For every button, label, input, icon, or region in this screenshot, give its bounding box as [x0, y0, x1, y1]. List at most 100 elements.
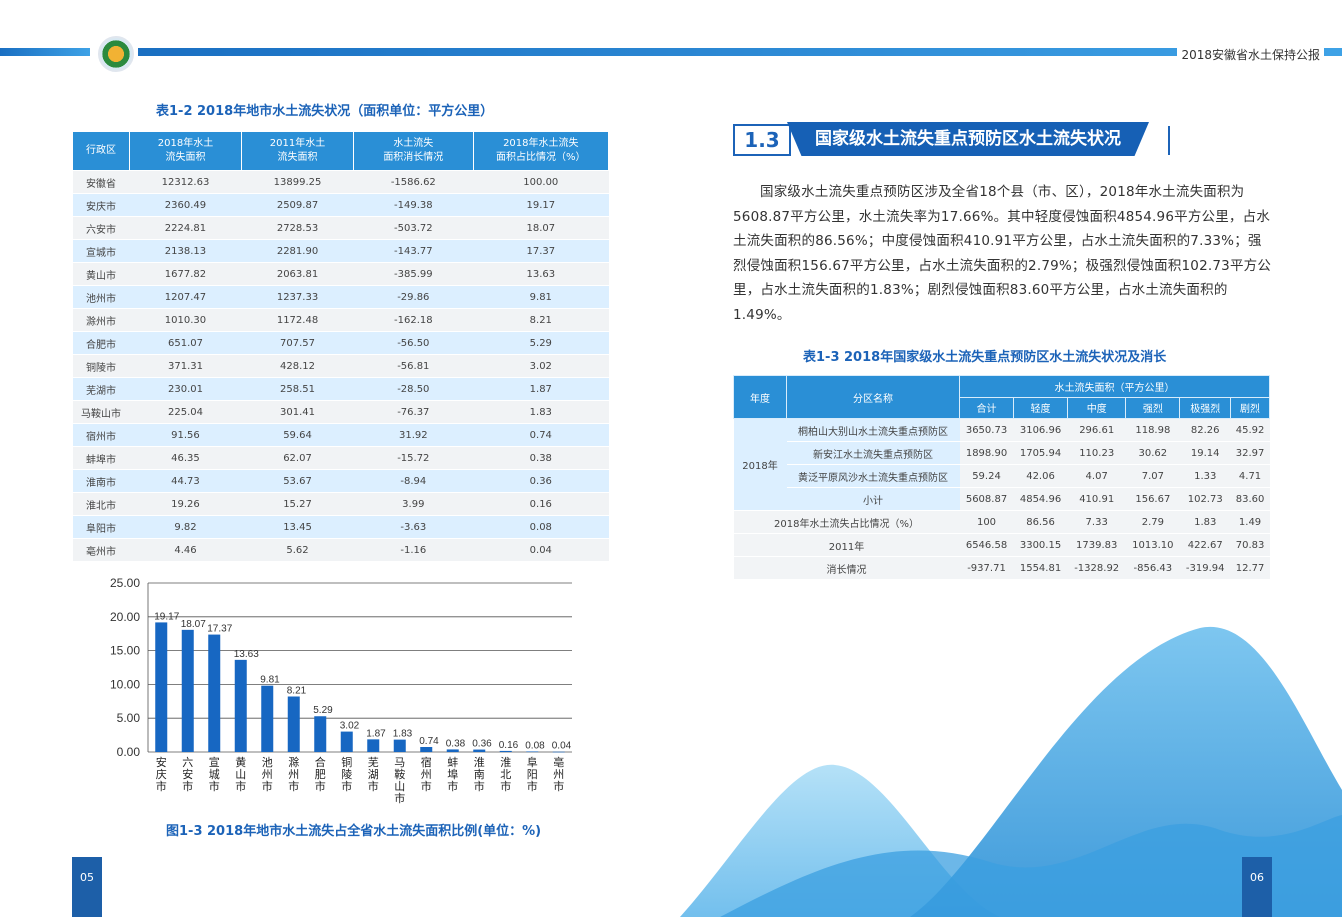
table-row: 亳州市 4.46 5.62 -1.16 0.04	[72, 538, 609, 562]
table-cell: 2224.81	[129, 216, 242, 240]
table-cell: 亳州市	[72, 538, 130, 562]
table-cell: 3106.96	[1013, 418, 1068, 442]
bar	[234, 659, 247, 752]
table-1-2: 行政区 2018年水土 流失面积 2011年水土 流失面积 水土流失 面积消长情况 20…	[72, 131, 610, 562]
table-cell: 1237.33	[241, 285, 354, 309]
table-cell: 17.37	[473, 239, 609, 263]
table-1-3-subheader: 轻度	[1013, 396, 1069, 419]
table-cell: -1586.62	[353, 170, 474, 194]
table-cell: 1.83	[473, 400, 609, 424]
table-cell: 3.99	[353, 492, 474, 516]
table-cell: 13899.25	[241, 170, 354, 194]
table-cell: 13.45	[241, 515, 354, 539]
bar	[261, 685, 274, 752]
table-cell: 6546.58	[959, 533, 1014, 557]
table-cell: 12.77	[1230, 556, 1270, 580]
table-cell: 296.61	[1067, 418, 1126, 442]
data-label: 13.63	[234, 649, 259, 660]
table-1-2-header: 2018年水土 流失面积	[128, 131, 243, 171]
table-cell: 59.24	[959, 464, 1014, 488]
table-cell: 100	[959, 510, 1014, 534]
table-cell: 芜湖市	[72, 377, 130, 401]
x-tick-label: 六安市	[182, 756, 193, 793]
table-cell: -15.72	[353, 446, 474, 470]
table-cell: -385.99	[353, 262, 474, 286]
table-cell: 31.92	[353, 423, 474, 447]
x-tick-label: 滁州市	[288, 755, 299, 793]
table-cell: 3.02	[473, 354, 609, 378]
table-cell: -1328.92	[1067, 556, 1126, 580]
table-cell: -143.77	[353, 239, 474, 263]
table-row: 小计 5608.87 4854.96 410.91 156.67 102.73 83.60	[734, 487, 1270, 511]
table-cell: 428.12	[241, 354, 354, 378]
bar	[287, 696, 300, 752]
bar	[526, 751, 539, 753]
table-cell: 230.01	[129, 377, 242, 401]
table-cell: 0.08	[473, 515, 609, 539]
x-tick-label: 蚌埠市	[447, 756, 458, 793]
table-cell: 0.74	[473, 423, 609, 447]
table-row: 宿州市 91.56 59.64 31.92 0.74	[72, 423, 609, 447]
x-tick-label: 阜阳市	[527, 756, 538, 793]
table-cell: 1898.90	[959, 441, 1014, 465]
data-label: 19.17	[154, 611, 179, 622]
table-row: 芜湖市 230.01 258.51 -28.50 1.87	[72, 377, 609, 401]
table-cell: 滁州市	[72, 308, 130, 332]
table-1-2-header: 行政区	[72, 131, 130, 171]
table-row: 黄山市 1677.82 2063.81 -385.99 13.63	[72, 262, 609, 286]
table-1-2-caption: 表1-2 2018年地市水土流失状况（面积单位：平方公里）	[156, 104, 494, 119]
x-tick-label: 芜湖市	[368, 755, 379, 793]
bar	[420, 746, 433, 752]
zone-name-cell: 新安江水土流失重点预防区	[786, 441, 960, 465]
zone-name-cell: 黄泛平原风沙水土流失重点预防区	[786, 464, 960, 488]
table-cell: 156.67	[1125, 487, 1180, 511]
table-cell: 安徽省	[72, 170, 130, 194]
table-cell: 2138.13	[129, 239, 242, 263]
table-row: 池州市 1207.47 1237.33 -29.86 9.81	[72, 285, 609, 309]
table-cell: 707.57	[241, 331, 354, 355]
table-cell: 淮南市	[72, 469, 130, 493]
table-cell: 70.83	[1230, 533, 1270, 557]
table-row: 滁州市 1010.30 1172.48 -162.18 8.21	[72, 308, 609, 332]
bar	[181, 629, 194, 752]
table-cell: 黄山市	[72, 262, 130, 286]
table-cell: 12312.63	[129, 170, 242, 194]
data-label: 0.08	[525, 740, 545, 751]
table-row: 马鞍山市 225.04 301.41 -76.37 1.83	[72, 400, 609, 424]
table-cell: 3650.73	[959, 418, 1014, 442]
header-band-left	[0, 48, 90, 56]
data-label: 3.02	[340, 721, 360, 732]
x-tick-label: 黄山市	[235, 755, 246, 793]
table-row: 2011年 6546.58 3300.15 1739.83 1013.10 422.67 7…	[733, 533, 1270, 557]
data-label: 1.83	[393, 729, 413, 740]
table-row: 阜阳市 9.82 13.45 -3.63 0.08	[72, 515, 609, 539]
table-cell: 1554.81	[1013, 556, 1068, 580]
table-cell: -28.50	[353, 377, 474, 401]
data-label: 0.38	[446, 738, 466, 749]
table-cell: 5.62	[241, 538, 354, 562]
table-cell: 1.33	[1179, 464, 1231, 488]
x-tick-label: 合肥市	[315, 755, 326, 793]
table-cell: 9.81	[473, 285, 609, 309]
table-cell: 46.35	[129, 446, 242, 470]
y-tick-label: 0.00	[117, 745, 141, 759]
table-cell: 62.07	[241, 446, 354, 470]
table-cell: 301.41	[241, 400, 354, 424]
table-row: 宣城市 2138.13 2281.90 -143.77 17.37	[72, 239, 609, 263]
table-cell: -162.18	[353, 308, 474, 332]
table-cell: 651.07	[129, 331, 242, 355]
table-cell: 1.49	[1230, 510, 1270, 534]
bar	[393, 739, 406, 752]
table-1-3: 年度 分区名称 水土流失面积（平方公里） 合计 轻度 中度 强烈 极强烈 剧烈 2018年…	[733, 375, 1270, 580]
table-cell: 118.98	[1125, 418, 1180, 442]
table-cell: -76.37	[353, 400, 474, 424]
bar	[499, 750, 512, 752]
x-tick-label: 马鞍山市	[394, 756, 405, 805]
table-cell: 淮北市	[72, 492, 130, 516]
table-cell: 102.73	[1179, 487, 1231, 511]
table-cell: 19.26	[129, 492, 242, 516]
table-cell: 2728.53	[241, 216, 354, 240]
table-cell: 45.92	[1230, 418, 1270, 442]
table-cell: -29.86	[353, 285, 474, 309]
bar	[473, 749, 486, 752]
